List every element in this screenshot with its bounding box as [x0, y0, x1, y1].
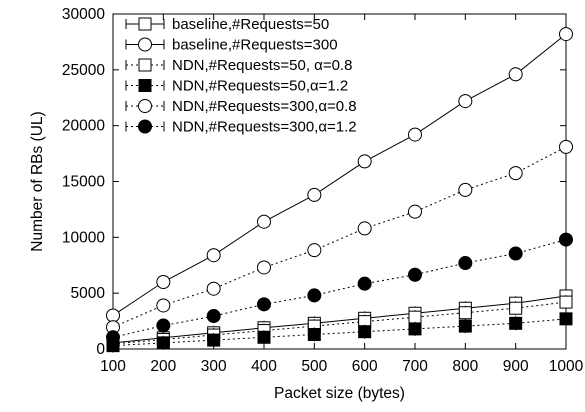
- x-tick-label: 600: [352, 358, 378, 375]
- y-tick-label: 15000: [62, 174, 105, 191]
- x-tick-label: 900: [503, 358, 529, 375]
- data-point: [508, 166, 523, 181]
- data-point: [156, 298, 171, 313]
- x-tick-label: 500: [301, 358, 327, 375]
- data-point: [156, 275, 171, 289]
- data-point: [206, 248, 221, 263]
- legend-item: baseline,#Requests=300: [125, 37, 338, 54]
- legend-label: NDN,#Requests=50, α=0.8: [172, 57, 352, 74]
- x-tick-label: 700: [402, 358, 428, 375]
- data-point: [508, 246, 523, 261]
- data-point: [559, 27, 573, 42]
- data-point: [559, 139, 573, 154]
- legend-marker: [138, 79, 152, 92]
- y-tick-label: 0: [96, 341, 105, 358]
- data-point: [106, 330, 120, 345]
- x-tick-label: 400: [251, 358, 277, 375]
- legend-marker: [138, 37, 152, 52]
- y-axis-label: Number of RBs (UL): [29, 111, 46, 251]
- data-point: [307, 288, 322, 303]
- x-tick-label: 100: [100, 358, 126, 375]
- data-point: [458, 256, 473, 271]
- legend-item: NDN,#Requests=300,α=1.2: [125, 119, 357, 136]
- data-point: [509, 301, 523, 315]
- data-point: [206, 309, 221, 324]
- data-point: [509, 316, 523, 330]
- y-tick-label: 10000: [62, 229, 105, 246]
- data-point: [357, 154, 372, 169]
- legend-marker: [138, 99, 152, 113]
- legend-label: NDN,#Requests=50,α=1.2: [172, 78, 348, 95]
- data-point: [458, 182, 473, 197]
- data-point: [408, 204, 422, 219]
- series-line: [112, 318, 567, 347]
- data-point: [156, 336, 170, 350]
- series-line: [112, 146, 567, 328]
- series-line: [112, 33, 567, 316]
- data-point: [307, 327, 321, 341]
- legend-item: baseline,#Requests=50: [125, 16, 329, 33]
- data-point: [257, 330, 271, 344]
- series-6: [106, 232, 573, 345]
- data-point: [357, 221, 372, 236]
- legend-label: NDN,#Requests=300,α=0.8: [172, 98, 357, 115]
- x-tick-label: 200: [150, 358, 176, 375]
- y-tick-label: 20000: [62, 118, 105, 135]
- data-point: [458, 306, 472, 320]
- data-point: [106, 308, 120, 323]
- legend-marker: [138, 119, 152, 134]
- x-axis-label: Packet size (bytes): [274, 385, 405, 402]
- data-point: [257, 214, 271, 229]
- data-point: [408, 310, 422, 324]
- series-4: [106, 311, 573, 353]
- series-1: [106, 288, 573, 350]
- data-point: [358, 325, 372, 339]
- x-tick-label: 1000: [549, 358, 584, 375]
- legend-label: NDN,#Requests=300,α=1.2: [172, 119, 357, 136]
- data-point: [559, 312, 573, 326]
- data-point: [508, 67, 523, 82]
- data-point: [257, 297, 271, 312]
- y-tick-label: 5000: [71, 285, 106, 302]
- y-tick-label: 25000: [62, 62, 105, 79]
- data-point: [206, 281, 221, 296]
- data-point: [408, 267, 422, 282]
- legend-item: NDN,#Requests=50,α=1.2: [125, 78, 348, 95]
- data-point: [408, 127, 422, 142]
- data-point: [307, 187, 322, 202]
- legend-label: baseline,#Requests=50: [172, 16, 329, 33]
- x-tick-label: 300: [201, 358, 227, 375]
- legend-label: baseline,#Requests=300: [172, 37, 338, 54]
- data-point: [307, 243, 322, 258]
- series-5: [106, 139, 573, 335]
- data-point: [257, 260, 271, 275]
- series-line: [112, 239, 567, 338]
- legend-item: NDN,#Requests=300,α=0.8: [125, 98, 357, 115]
- legend-marker: [138, 58, 152, 72]
- series-2: [106, 27, 573, 323]
- data-point: [357, 276, 372, 291]
- y-tick-label: 30000: [62, 6, 105, 23]
- data-point: [408, 322, 422, 336]
- data-point: [458, 94, 473, 109]
- data-point: [207, 333, 221, 347]
- data-point: [559, 232, 573, 247]
- series-line: [112, 295, 567, 344]
- series-line: [112, 301, 567, 345]
- data-point: [559, 295, 573, 309]
- legend-item: NDN,#Requests=50, α=0.8: [125, 57, 352, 74]
- data-point: [156, 318, 171, 333]
- x-tick-label: 800: [452, 358, 478, 375]
- data-point: [458, 319, 472, 333]
- legend-marker: [138, 17, 152, 31]
